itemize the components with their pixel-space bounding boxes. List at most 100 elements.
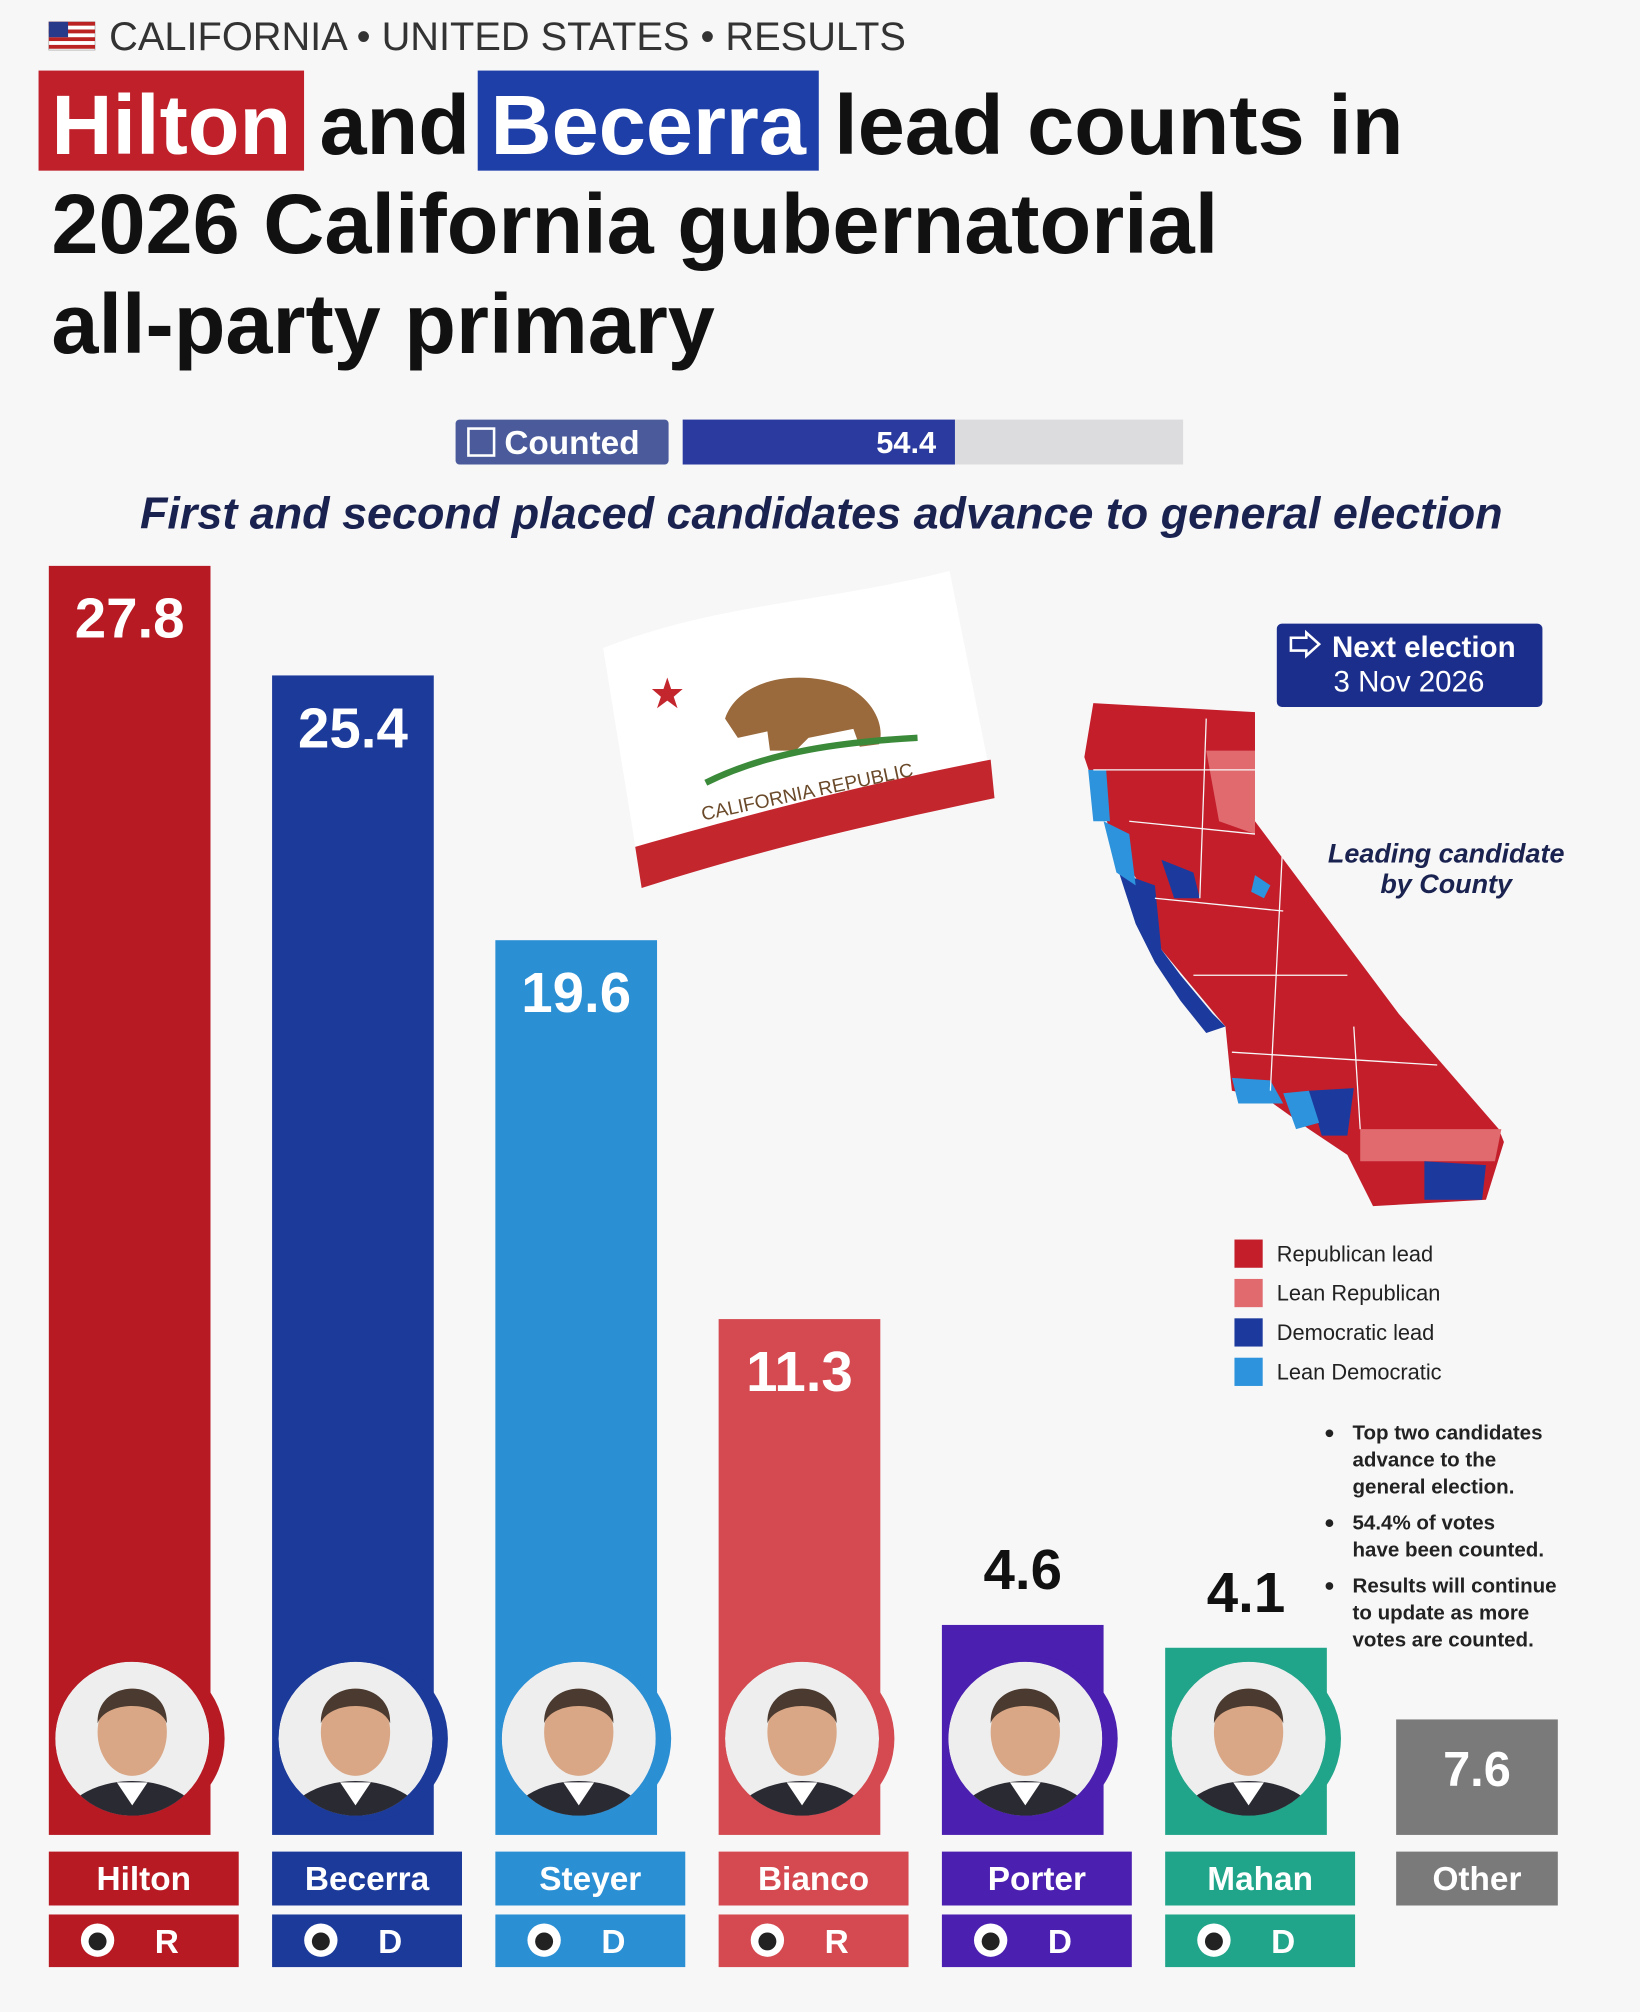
legend-swatch xyxy=(1234,1357,1263,1386)
photo xyxy=(1171,1661,1326,1816)
name-box xyxy=(1165,1851,1356,1906)
party-box xyxy=(941,1914,1132,1968)
note-line: votes are counted. xyxy=(1353,1628,1534,1651)
counted-label-box xyxy=(455,419,669,465)
candidate-name: Mahan xyxy=(1207,1861,1313,1898)
shoulders xyxy=(1178,1781,1320,1816)
head xyxy=(97,1688,167,1776)
county-region xyxy=(1088,769,1110,822)
other-name: Other xyxy=(1432,1861,1521,1898)
note-line: Results will continue xyxy=(1353,1574,1557,1597)
other-name-box xyxy=(1396,1851,1558,1906)
collar xyxy=(116,1782,148,1806)
legend-swatch xyxy=(1234,1318,1263,1347)
party-icon-inner xyxy=(311,1932,330,1951)
hair xyxy=(320,1688,391,1724)
collar xyxy=(340,1782,371,1806)
party-box xyxy=(272,1914,462,1968)
head xyxy=(767,1688,837,1776)
party-icon-inner xyxy=(535,1932,554,1951)
county-region xyxy=(1103,821,1136,886)
legend-label: Democratic lead xyxy=(1277,1320,1435,1345)
title-word: Becerra xyxy=(491,77,807,172)
bullet xyxy=(1325,1582,1334,1590)
note-line: have been counted. xyxy=(1353,1538,1545,1561)
value-label: 19.6 xyxy=(521,961,631,1024)
ballot-icon xyxy=(467,427,496,457)
name-box xyxy=(495,1851,686,1906)
candidate-photo xyxy=(501,1656,672,1821)
party-letter: R xyxy=(825,1924,849,1961)
party-letter: D xyxy=(1048,1924,1072,1961)
name-box xyxy=(718,1851,909,1906)
legend-swatch xyxy=(1234,1278,1263,1308)
candidate-photo xyxy=(1171,1656,1341,1821)
county-region xyxy=(1283,1090,1320,1130)
collar xyxy=(1233,1782,1264,1806)
title-line: 2026 California gubernatorial xyxy=(51,176,1218,271)
party-icon-inner xyxy=(758,1932,777,1951)
title-word: and xyxy=(319,77,470,172)
party-letter: R xyxy=(155,1924,179,1961)
photo xyxy=(948,1661,1103,1816)
county-region xyxy=(1084,703,1504,1207)
next-election-box xyxy=(1276,623,1543,708)
us-flag-icon xyxy=(48,21,96,51)
county-region xyxy=(1360,1129,1502,1162)
note-line: advance to the xyxy=(1353,1449,1497,1472)
note-line: to update as more xyxy=(1353,1601,1530,1624)
hair xyxy=(767,1688,837,1724)
county-region xyxy=(1251,875,1271,899)
value-label: 27.8 xyxy=(75,587,185,650)
party-icon-inner xyxy=(88,1932,107,1951)
candidate-name: Porter xyxy=(988,1861,1086,1898)
photo xyxy=(55,1661,210,1816)
next-election-date: 3 Nov 2026 xyxy=(1334,666,1485,699)
shoulders xyxy=(954,1781,1096,1816)
next-election-label: Next election xyxy=(1332,631,1516,664)
county-map xyxy=(1084,703,1504,1207)
shoulders xyxy=(731,1781,873,1816)
party-letter: D xyxy=(378,1924,402,1961)
value-label: 4.1 xyxy=(1207,1561,1285,1624)
legend-label: Lean Democratic xyxy=(1277,1360,1442,1385)
party-box xyxy=(1165,1914,1356,1968)
county-region xyxy=(1308,1088,1354,1136)
photo xyxy=(278,1661,433,1816)
hair xyxy=(990,1688,1060,1724)
county-region xyxy=(1206,750,1255,835)
candidate-photo xyxy=(278,1656,448,1821)
hair xyxy=(97,1688,167,1724)
collar xyxy=(786,1782,818,1806)
candidate-photo xyxy=(55,1656,225,1821)
note-line: 54.4% of votes xyxy=(1353,1512,1496,1535)
map-title: Leading candidate xyxy=(1328,838,1565,868)
party-letter: D xyxy=(601,1924,625,1961)
value-label: 11.3 xyxy=(746,1340,853,1403)
shoulders xyxy=(508,1781,650,1816)
candidate-name: Steyer xyxy=(539,1861,641,1898)
photo xyxy=(725,1661,880,1816)
party-box xyxy=(48,1914,239,1968)
header: CALIFORNIA • UNITED STATES • RESULTS xyxy=(109,15,906,59)
party-icon-inner xyxy=(981,1932,1000,1951)
head xyxy=(1213,1688,1284,1776)
head xyxy=(320,1688,391,1776)
candidate-name: Hilton xyxy=(97,1861,192,1898)
progress-value: 54.4 xyxy=(876,425,936,460)
arrow-icon xyxy=(1289,629,1322,659)
value-label: 4.6 xyxy=(984,1538,1062,1601)
title-word: lead counts in xyxy=(834,77,1403,172)
title-word: Hilton xyxy=(51,77,291,172)
hair xyxy=(1213,1688,1284,1724)
subtitle: First and second placed candidates advan… xyxy=(140,488,1503,539)
county-region xyxy=(1424,1161,1486,1200)
bullet xyxy=(1325,1429,1334,1438)
bullet xyxy=(1325,1519,1334,1527)
hair xyxy=(544,1688,614,1724)
title-highlight xyxy=(477,70,819,171)
collar xyxy=(563,1782,595,1806)
counted-label: Counted xyxy=(504,425,639,462)
candidate-name: Becerra xyxy=(305,1861,430,1898)
